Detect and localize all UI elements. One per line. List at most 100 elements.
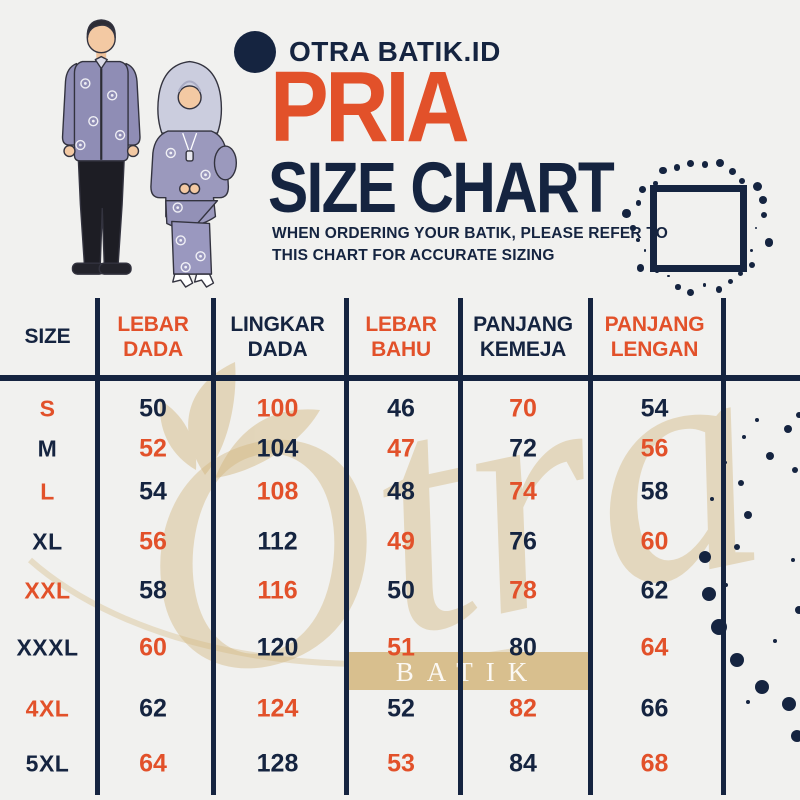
column-header: LEBAR DADA: [117, 312, 189, 361]
decorative-dot: [759, 196, 768, 205]
decorative-dot: [687, 289, 695, 297]
decorative-dot: [755, 680, 769, 694]
decorative-dot: [746, 700, 750, 704]
decorative-dot: [754, 226, 758, 230]
measurement-value: 60: [640, 527, 669, 556]
decorative-dot: [738, 480, 744, 486]
measurement-value: 124: [256, 694, 299, 723]
brand-logo-dot: [234, 31, 276, 73]
measurement-value: 56: [139, 527, 167, 556]
measurement-value: 80: [509, 633, 537, 662]
measurement-value: 74: [509, 477, 537, 506]
measurement-value: 62: [640, 576, 669, 605]
measurement-value: 70: [509, 394, 537, 423]
size-label: XL: [32, 528, 63, 555]
table-row: 4XL 62 124 52 82 66: [0, 695, 726, 724]
decorative-dot: [791, 730, 800, 742]
table-row: L 54 108 48 74 58: [0, 478, 726, 507]
decorative-dot: [738, 270, 744, 276]
man-figure: [61, 19, 141, 275]
measurement-value: 76: [509, 527, 537, 556]
size-label: XXXL: [16, 634, 79, 661]
decorative-dot: [723, 460, 727, 464]
decorative-dot: [764, 238, 774, 247]
decorative-dot: [622, 209, 632, 218]
measurement-value: 48: [387, 477, 415, 506]
square-frame-decoration: [650, 185, 747, 272]
table-header-divider: [0, 375, 800, 381]
size-label: S: [39, 395, 56, 422]
brand-name: OTRA BATIK.ID: [289, 36, 501, 67]
watermark-band: [345, 652, 588, 690]
measurement-value: 52: [139, 434, 167, 463]
decorative-dot: [749, 262, 756, 269]
decorative-dot: [675, 284, 681, 290]
ordering-note-line2: THIS CHART FOR ACCURATE SIZING: [272, 247, 555, 264]
decorative-dot: [643, 249, 647, 252]
measurement-value: 68: [640, 749, 669, 778]
measurement-value: 128: [256, 749, 299, 778]
table-row: M 52 104 47 72 56: [0, 435, 726, 464]
table-column-divider: [344, 298, 349, 795]
decorative-dot: [635, 200, 642, 206]
measurement-value: 60: [139, 633, 167, 662]
decorative-dot: [750, 249, 754, 253]
table-column-divider: [211, 298, 216, 795]
table-row: XXXL 60 120 51 80 64: [0, 634, 726, 663]
measurement-value: 47: [387, 434, 415, 463]
decorative-dot: [630, 225, 636, 231]
decorative-dot: [753, 182, 763, 192]
page-subtitle: SIZE CHART: [268, 149, 615, 228]
decorative-dot: [702, 283, 707, 288]
table-column-divider: [458, 298, 463, 795]
decorative-dot: [639, 186, 647, 194]
decorative-dot: [792, 467, 798, 473]
measurement-value: 66: [640, 694, 669, 723]
column-header: LINGKAR DADA: [230, 312, 325, 361]
couple-illustration: [61, 19, 238, 288]
woman-figure: [150, 60, 238, 288]
decorative-dot: [687, 159, 695, 167]
measurement-value: 64: [640, 633, 669, 662]
decorative-dot: [766, 452, 774, 460]
table-header-row: SIZE LEBAR DADA LINGKAR DADA LEBAR BAHU PANJ…: [0, 300, 726, 373]
decorative-dot: [773, 639, 777, 643]
table-row: XL 56 112 49 76 60: [0, 528, 726, 557]
decorative-dot: [739, 178, 746, 185]
column-header: PANJANG LENGAN: [604, 312, 705, 361]
table-column-divider: [588, 298, 593, 795]
decorative-dot: [795, 606, 800, 614]
measurement-value: 82: [509, 694, 537, 723]
measurement-value: 104: [256, 434, 299, 463]
decorative-dot: [796, 412, 800, 418]
measurement-value: 64: [139, 749, 167, 778]
measurement-value: 53: [387, 749, 415, 778]
measurement-value: 84: [509, 749, 537, 778]
page-title: PRIA: [270, 51, 470, 163]
measurement-value: 50: [387, 576, 415, 605]
table-column-divider: [721, 298, 726, 795]
measurement-value: 58: [139, 576, 167, 605]
measurement-value: 78: [509, 576, 537, 605]
measurement-value: 58: [640, 477, 669, 506]
measurement-value: 54: [640, 394, 669, 423]
decorative-dot: [710, 497, 714, 501]
decorative-dot: [701, 161, 709, 168]
measurement-value: 72: [509, 434, 537, 463]
decorative-dot: [702, 587, 716, 601]
decorative-dot: [636, 238, 641, 242]
ordering-note-line1: WHEN ORDERING YOUR BATIK, PLEASE REFER T…: [272, 225, 668, 242]
decorative-dot: [727, 278, 734, 285]
decorative-dot: [716, 159, 725, 168]
decorative-dot: [653, 181, 659, 186]
decorative-dot: [636, 263, 645, 272]
brand-row: OTRA BATIK.ID: [234, 31, 501, 73]
column-header: PANJANG KEMEJA: [473, 312, 573, 361]
measurement-value: 108: [256, 477, 299, 506]
table-row: XXL 58 116 50 78 62: [0, 577, 726, 606]
measurement-value: 62: [139, 694, 167, 723]
decorative-dot: [711, 619, 727, 635]
decorative-dot: [724, 583, 728, 587]
decorative-dot: [760, 211, 767, 218]
